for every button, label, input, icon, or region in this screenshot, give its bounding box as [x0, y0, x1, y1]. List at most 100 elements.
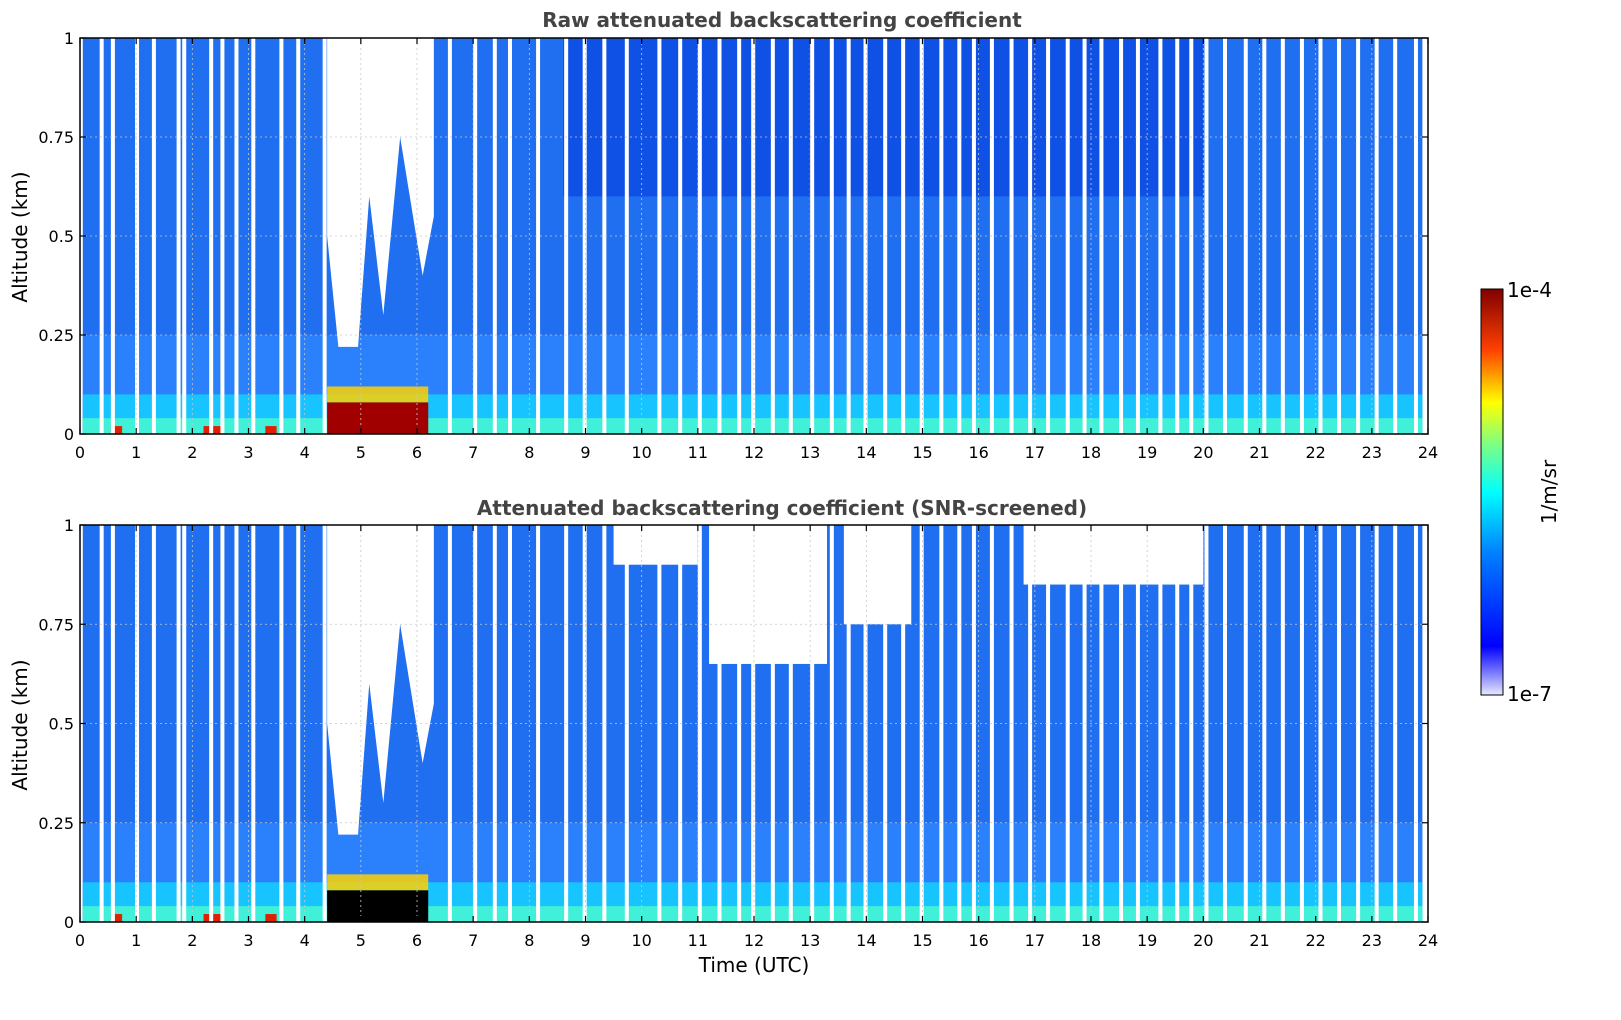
- data-gap: [1280, 38, 1285, 434]
- screened-out-patch: [709, 525, 828, 664]
- data-gap: [1065, 525, 1070, 922]
- data-gap: [322, 38, 327, 434]
- data-gap: [901, 525, 906, 922]
- surface-patch: [265, 914, 277, 922]
- screened-backscatter-panel: Attenuated backscattering coefficient (S…: [8, 496, 1438, 977]
- x-tick-label: 12: [744, 443, 764, 462]
- data-gap: [971, 38, 976, 434]
- data-gap: [1280, 525, 1285, 922]
- data-gap: [697, 38, 702, 434]
- data-gap: [1082, 525, 1087, 922]
- x-tick-label: 21: [1249, 443, 1269, 462]
- surface-patch: [110, 914, 123, 922]
- x-tick-label: 2: [187, 931, 197, 950]
- x-tick-label: 11: [688, 931, 708, 950]
- x-tick-label: 22: [1305, 931, 1325, 950]
- data-gap: [182, 525, 187, 922]
- y-tick-label: 0.25: [38, 326, 74, 345]
- y-axis-label: Altitude (km): [8, 171, 32, 302]
- colorbar: 1e-4 1e-7 1/m/sr: [1480, 278, 1561, 706]
- x-tick-label: 8: [524, 443, 534, 462]
- transition-band: [327, 874, 429, 891]
- data-gap: [846, 525, 851, 922]
- raw-backscatter-panel: Raw attenuated backscattering coefficien…: [8, 8, 1438, 462]
- x-tick-label: 21: [1249, 931, 1269, 950]
- data-gap: [751, 38, 756, 434]
- x-tick-label: 0: [75, 931, 85, 950]
- x-tick-label: 12: [744, 931, 764, 950]
- data-gap: [1135, 38, 1140, 434]
- data-gap: [602, 525, 607, 922]
- data-gap: [770, 38, 775, 434]
- x-tick-label: 6: [412, 443, 422, 462]
- y-tick-label: 0.25: [38, 814, 74, 833]
- data-gap: [110, 38, 115, 434]
- data-gap: [1356, 525, 1361, 922]
- x-tick-label: 16: [968, 931, 988, 950]
- data-gap: [220, 525, 225, 922]
- x-tick-label: 5: [356, 931, 366, 950]
- y-tick-label: 1: [64, 29, 74, 48]
- x-tick-label: 16: [968, 443, 988, 462]
- x-tick-label: 9: [580, 931, 590, 950]
- data-gap: [810, 38, 815, 434]
- x-axis-ticks: 0 1 2 3 4 5 6 7 8 9 10 11 12 13 14 15 16 17 18 19 20 21 22 23 24: [75, 525, 1438, 950]
- x-axis-ticks: 0 1 2 3 4 5 6 7 8 9 10 11 12 13 14 15 16 17 18 19 20 21 22 23 24: [75, 38, 1438, 462]
- screened-out-patch: [843, 525, 912, 625]
- x-tick-label: 0: [75, 443, 85, 462]
- chart-title: Raw attenuated backscattering coefficien…: [542, 8, 1022, 32]
- x-tick-label: 24: [1418, 931, 1438, 950]
- noisy-upper-region: [563, 38, 1204, 197]
- transition-band: [327, 386, 429, 403]
- x-tick-label: 13: [800, 443, 820, 462]
- y-tick-label: 0.5: [49, 227, 74, 246]
- screened-out-patch: [1023, 525, 1204, 585]
- x-tick-label: 20: [1193, 443, 1213, 462]
- x-tick-label: 10: [631, 931, 651, 950]
- x-tick-label: 6: [412, 931, 422, 950]
- x-tick-label: 17: [1025, 931, 1045, 950]
- data-gap: [1082, 38, 1087, 434]
- data-gap: [901, 38, 906, 434]
- data-gap: [1046, 525, 1051, 922]
- data-gap: [737, 38, 742, 434]
- high-backscatter-region: [327, 402, 429, 434]
- x-tick-label: 14: [856, 443, 876, 462]
- data-gap: [182, 38, 187, 434]
- x-tick-label: 1: [131, 931, 141, 950]
- x-tick-label: 5: [356, 443, 366, 462]
- data-gap: [492, 525, 497, 922]
- data-gap: [1262, 38, 1267, 434]
- data-gap: [296, 38, 301, 434]
- x-tick-label: 18: [1081, 931, 1101, 950]
- data-gap: [536, 525, 541, 922]
- x-tick-label: 9: [580, 443, 590, 462]
- data-gap: [582, 525, 587, 922]
- y-axis-label: Altitude (km): [8, 659, 32, 790]
- x-tick-label: 8: [524, 931, 534, 950]
- x-axis-label: Time (UTC): [698, 953, 810, 977]
- data-gap: [602, 38, 607, 434]
- data-gap: [176, 525, 181, 922]
- data-gap: [220, 38, 225, 434]
- data-gap: [957, 38, 962, 434]
- data-gap: [296, 525, 301, 922]
- data-gap: [810, 525, 815, 922]
- surface-patch: [203, 426, 224, 434]
- colorbar-unit-label: 1/m/sr: [1537, 459, 1561, 524]
- high-backscatter-region: [327, 890, 429, 922]
- colorbar-min-label: 1e-7: [1507, 682, 1552, 706]
- x-tick-label: 13: [800, 931, 820, 950]
- x-tick-label: 1: [131, 443, 141, 462]
- data-gap: [176, 38, 181, 434]
- data-gap: [151, 38, 156, 434]
- data-gap: [751, 525, 756, 922]
- x-tick-label: 17: [1025, 443, 1045, 462]
- data-gap: [447, 38, 452, 434]
- data-gap: [971, 525, 976, 922]
- x-tick-label: 10: [631, 443, 651, 462]
- x-tick-label: 15: [912, 443, 932, 462]
- cloud-clear-column: [327, 38, 434, 347]
- data-gap: [717, 525, 722, 922]
